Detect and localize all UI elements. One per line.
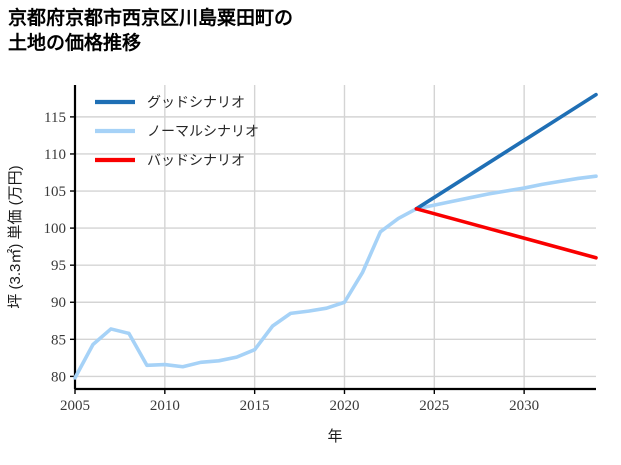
- series-line-good: [414, 92, 598, 211]
- y-tick-label: 100: [44, 221, 67, 237]
- series-line-bad: [414, 207, 598, 260]
- legend-label: グッドシナリオ: [147, 94, 245, 110]
- plot-area-background: [75, 85, 596, 389]
- series-line-normal: [73, 174, 598, 380]
- y-axis-tick-labels: 80 85 90 95 100 105 110 115: [44, 110, 67, 386]
- x-tick-label: 2010: [150, 398, 180, 414]
- x-tick-label: 2020: [329, 398, 359, 414]
- x-tick-label: 2005: [60, 398, 90, 414]
- y-gridlines: [75, 116, 596, 378]
- y-tick-label: 105: [44, 184, 67, 200]
- x-axis-tick-labels: 2005 2010 2015 2020 2025 2030: [60, 398, 539, 414]
- y-tick-label: 80: [51, 369, 66, 385]
- x-axis-ticks: [74, 389, 525, 394]
- y-tick-label: 90: [51, 295, 66, 311]
- x-tick-label: 2025: [419, 398, 449, 414]
- y-axis-title: 坪 (3.3㎡) 単価 (万円): [7, 165, 24, 308]
- y-tick-label: 85: [51, 332, 66, 348]
- x-axis-title: 年: [327, 428, 342, 445]
- y-tick-label: 95: [51, 258, 66, 274]
- legend-label: バッドシナリオ: [147, 152, 245, 168]
- legend-label: ノーマルシナリオ: [147, 123, 259, 139]
- x-tick-label: 2015: [240, 398, 270, 414]
- y-tick-label: 115: [44, 110, 66, 126]
- y-tick-label: 110: [44, 147, 66, 163]
- chart-title: 京都府京都市西京区川島粟田町の 土地の価格推移: [8, 8, 294, 55]
- x-tick-label: 2030: [509, 398, 539, 414]
